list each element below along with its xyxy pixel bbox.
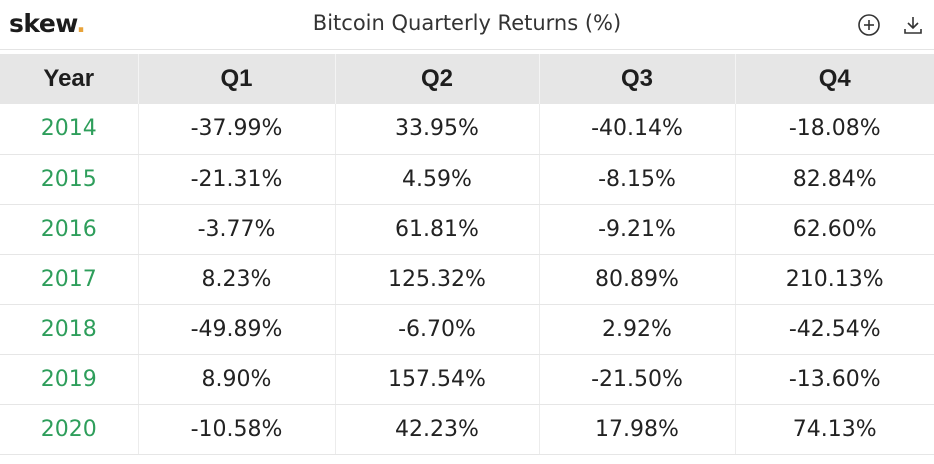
- year-cell: 2016: [0, 204, 139, 255]
- q1-cell: 8.23%: [138, 254, 336, 305]
- year-cell: 2020: [0, 404, 139, 455]
- year-cell: 2017: [0, 254, 139, 305]
- q1-cell: -3.77%: [138, 204, 336, 255]
- plus-circle-icon: [858, 14, 880, 36]
- q4-cell: 62.60%: [735, 204, 934, 255]
- header-q1[interactable]: Q1: [138, 54, 336, 104]
- table-row: 2015 -21.31% 4.59% -8.15% 82.84%: [0, 154, 934, 205]
- download-button[interactable]: [900, 12, 926, 38]
- table-row: 2016 -3.77% 61.81% -9.21% 62.60%: [0, 204, 934, 255]
- top-bar: skew. Bitcoin Quarterly Returns (%): [0, 0, 934, 50]
- logo-dot: .: [76, 9, 86, 38]
- q4-cell: 74.13%: [735, 404, 934, 455]
- table-row: 2020 -10.58% 42.23% 17.98% 74.13%: [0, 404, 934, 455]
- q3-cell: -9.21%: [539, 204, 736, 255]
- logo-text: skew: [9, 9, 77, 38]
- page-title: Bitcoin Quarterly Returns (%): [312, 11, 622, 35]
- year-cell: 2018: [0, 304, 139, 355]
- table-row: 2018 -49.89% -6.70% 2.92% -42.54%: [0, 304, 934, 355]
- q2-cell: 125.32%: [335, 254, 540, 305]
- year-cell: 2014: [0, 104, 139, 155]
- q2-cell: 42.23%: [335, 404, 540, 455]
- returns-table: Year Q1 Q2 Q3 Q4 2014 -37.99% 33.95% -40…: [0, 54, 934, 455]
- table-row: 2017 8.23% 125.32% 80.89% 210.13%: [0, 254, 934, 305]
- q1-cell: -49.89%: [138, 304, 336, 355]
- table-header-row: Year Q1 Q2 Q3 Q4: [0, 54, 934, 104]
- q2-cell: 61.81%: [335, 204, 540, 255]
- q3-cell: 2.92%: [539, 304, 736, 355]
- q2-cell: 157.54%: [335, 354, 540, 405]
- q3-cell: -8.15%: [539, 154, 736, 205]
- q3-cell: 80.89%: [539, 254, 736, 305]
- header-year[interactable]: Year: [0, 54, 139, 104]
- q4-cell: 82.84%: [735, 154, 934, 205]
- q2-cell: 4.59%: [335, 154, 540, 205]
- q3-cell: 17.98%: [539, 404, 736, 455]
- table-row: 2014 -37.99% 33.95% -40.14% -18.08%: [0, 104, 934, 155]
- q1-cell: -37.99%: [138, 104, 336, 155]
- q3-cell: -21.50%: [539, 354, 736, 405]
- q4-cell: -18.08%: [735, 104, 934, 155]
- header-q4[interactable]: Q4: [735, 54, 934, 104]
- q1-cell: 8.90%: [138, 354, 336, 405]
- q4-cell: -42.54%: [735, 304, 934, 355]
- q4-cell: -13.60%: [735, 354, 934, 405]
- q4-cell: 210.13%: [735, 254, 934, 305]
- q3-cell: -40.14%: [539, 104, 736, 155]
- year-cell: 2019: [0, 354, 139, 405]
- q1-cell: -10.58%: [138, 404, 336, 455]
- q2-cell: -6.70%: [335, 304, 540, 355]
- table-row: 2019 8.90% 157.54% -21.50% -13.60%: [0, 354, 934, 405]
- add-button[interactable]: [856, 12, 882, 38]
- skew-logo[interactable]: skew.: [9, 9, 86, 38]
- download-icon: [904, 17, 922, 34]
- header-q3[interactable]: Q3: [539, 54, 736, 104]
- q2-cell: 33.95%: [335, 104, 540, 155]
- year-cell: 2015: [0, 154, 139, 205]
- q1-cell: -21.31%: [138, 154, 336, 205]
- header-q2[interactable]: Q2: [335, 54, 540, 104]
